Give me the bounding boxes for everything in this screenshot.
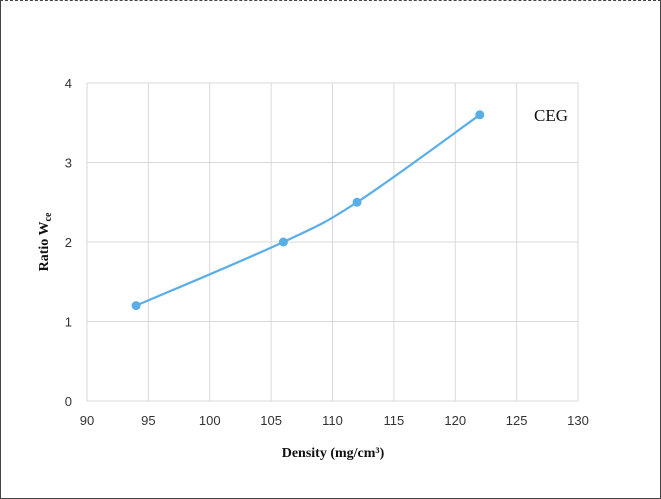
grid bbox=[86, 82, 579, 402]
data-point-2 bbox=[352, 197, 362, 207]
y-tick-label-4: 4 bbox=[65, 76, 72, 91]
data-point-0 bbox=[131, 301, 141, 311]
y-axis-ticks: 0 1 2 3 4 bbox=[65, 76, 72, 409]
y-tick-label-0: 0 bbox=[65, 394, 72, 409]
y-tick-label-3: 3 bbox=[65, 156, 72, 171]
x-tick-label-8: 130 bbox=[567, 413, 589, 428]
x-tick-label-2: 100 bbox=[199, 413, 221, 428]
y-axis-title-subscript: ce bbox=[43, 212, 54, 221]
y-tick-label-2: 2 bbox=[65, 235, 72, 250]
x-tick-label-7: 125 bbox=[506, 413, 528, 428]
data-point-3 bbox=[475, 110, 485, 120]
x-tick-label-0: 90 bbox=[80, 413, 94, 428]
x-tick-label-1: 95 bbox=[141, 413, 155, 428]
x-tick-label-5: 115 bbox=[384, 413, 405, 428]
x-tick-label-4: 110 bbox=[322, 413, 343, 428]
data-points bbox=[131, 110, 485, 311]
y-tick-label-1: 1 bbox=[65, 315, 72, 330]
x-tick-label-3: 105 bbox=[260, 413, 282, 428]
x-tick-label-6: 120 bbox=[444, 413, 466, 428]
y-axis-title: Ratio Wce bbox=[37, 212, 54, 271]
x-axis-ticks: 90 95 100 105 110 115 120 125 130 bbox=[80, 413, 589, 428]
data-point-1 bbox=[278, 237, 288, 247]
x-axis-title: Density (mg/cm³) bbox=[282, 446, 385, 461]
series-annotation: CEG bbox=[534, 106, 568, 125]
series-line bbox=[135, 113, 481, 307]
y-axis-title-main: Ratio W bbox=[37, 221, 52, 271]
